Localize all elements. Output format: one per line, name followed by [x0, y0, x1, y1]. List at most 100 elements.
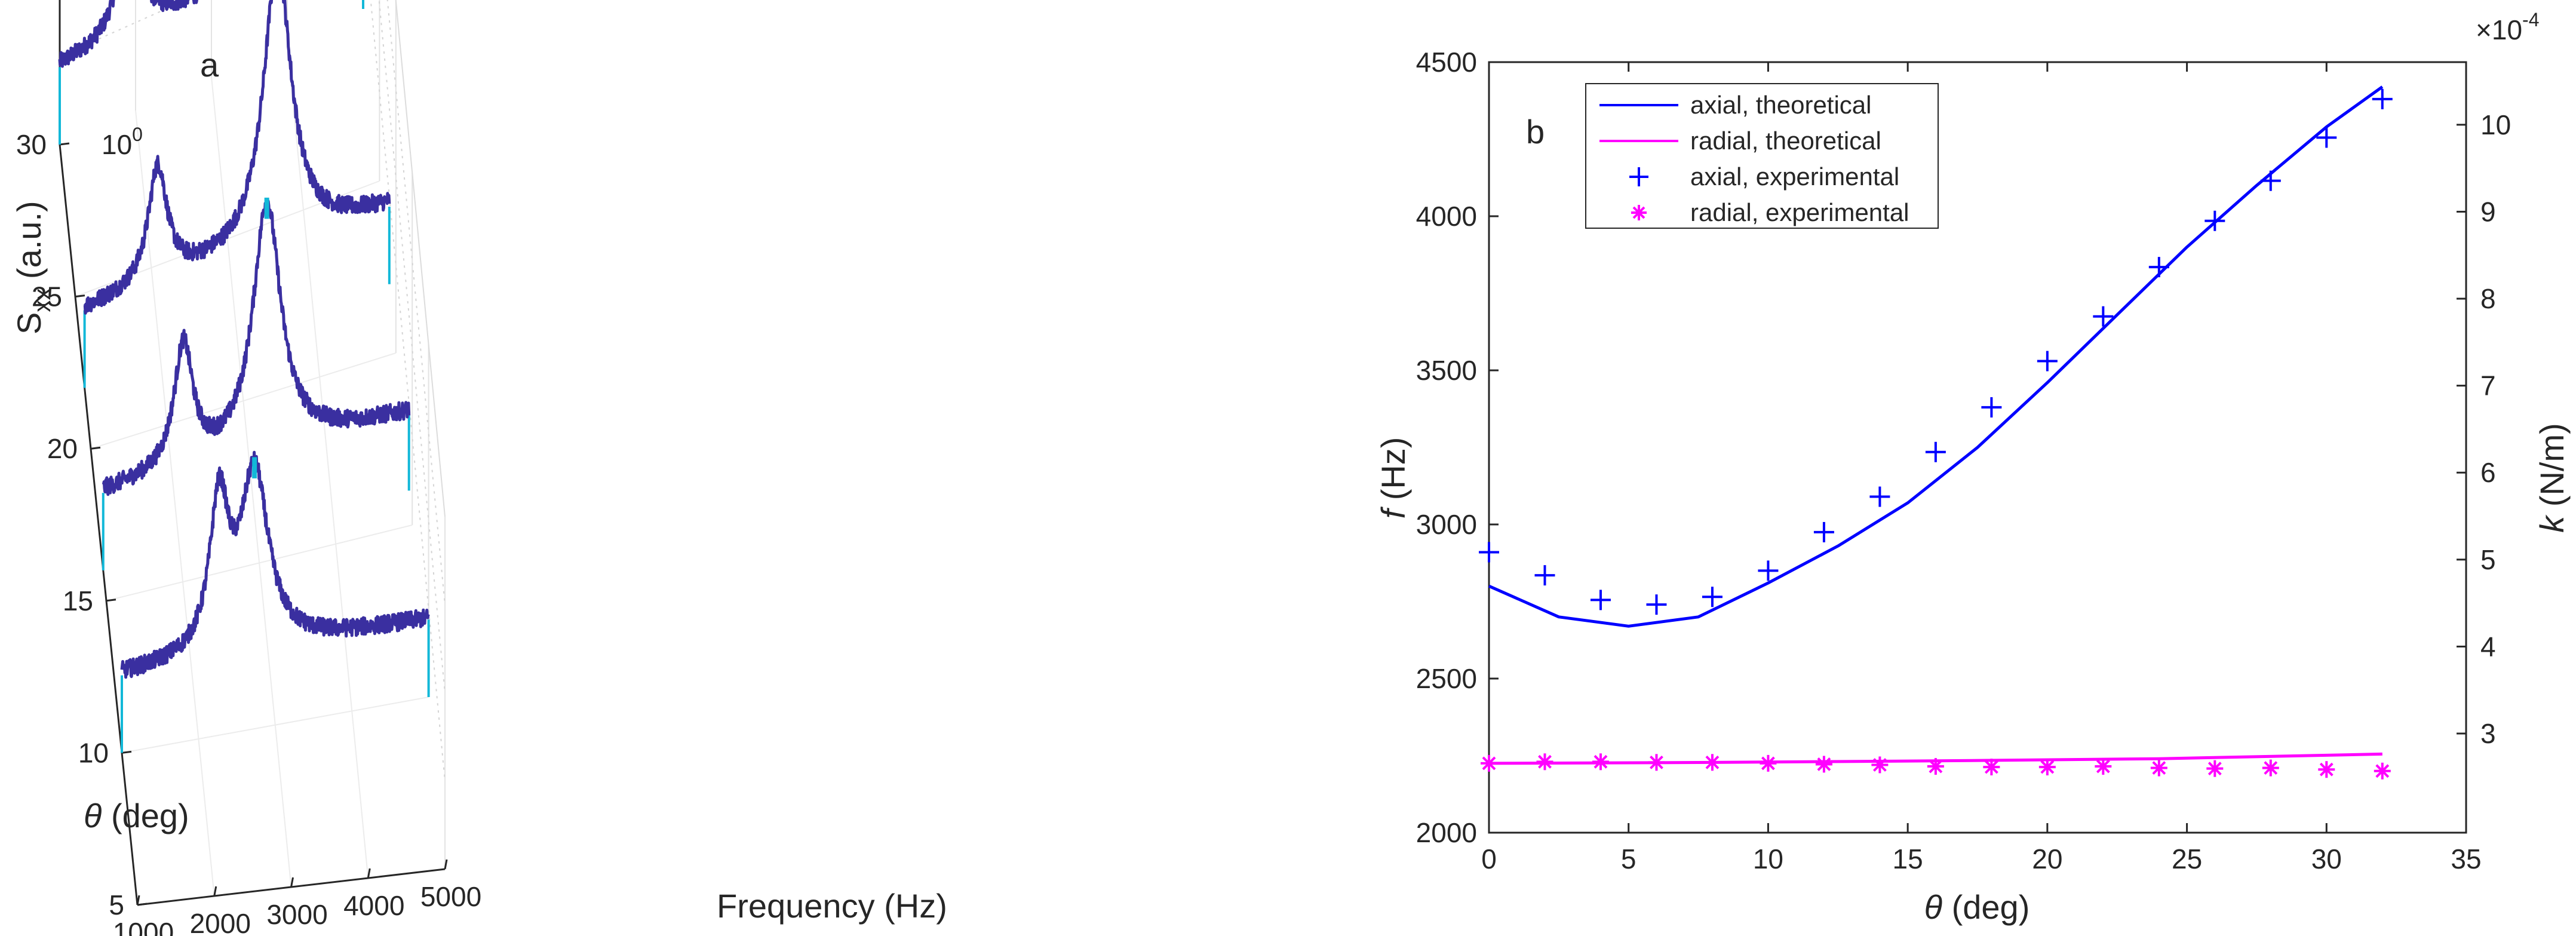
point-radial-experimental — [1592, 753, 1609, 771]
panel-a-x-tick-labels: 1000 2000 3000 4000 5000 — [113, 881, 481, 936]
point-radial-experimental — [1927, 758, 1944, 775]
panel-b-series — [1479, 85, 2393, 780]
panel-b-y-label: f (Hz) — [1374, 437, 1412, 519]
y-tick — [137, 903, 148, 906]
point-radial-experimental — [1760, 754, 1777, 772]
legend-swatch-axial-experimental — [1629, 167, 1648, 186]
x-tick-label: 3000 — [266, 899, 327, 930]
y-tick — [121, 750, 132, 754]
point-radial-experimental — [2095, 758, 2112, 775]
x-tick — [290, 877, 294, 888]
marker-stroke — [2040, 760, 2055, 774]
marker-stroke — [1929, 759, 1943, 774]
panel-a-z-tick-label: 100 — [102, 124, 143, 160]
panel-a-spectra — [58, 0, 430, 753]
x-tick-label: 5000 — [420, 881, 481, 912]
z-gridline-dotted — [59, 0, 446, 781]
point-radial-experimental — [1536, 753, 1553, 771]
point-radial-experimental — [2150, 759, 2167, 777]
y-tick-label: 3500 — [1416, 355, 1477, 386]
marker-stroke — [1872, 758, 1887, 772]
x-tick-label: 1000 — [113, 917, 174, 936]
y-tick — [75, 294, 85, 298]
legend-swatch-radial-experimental — [1631, 205, 1647, 220]
marker-stroke — [1594, 754, 1608, 769]
point-radial-experimental — [2374, 762, 2391, 780]
point-axial-experimental — [2148, 257, 2169, 278]
legend-entry-axial-experimental: axial, experimental — [1690, 162, 1899, 191]
marker-stroke — [2207, 762, 2222, 776]
y-tick — [90, 446, 101, 450]
legend-entry-radial-theoretical: radial, theoretical — [1690, 127, 1881, 155]
y2-tick-label: 9 — [2480, 196, 2496, 227]
series-line-axial-theoretical — [1488, 85, 2384, 628]
legend-entry-radial-experimental: radial, experimental — [1690, 198, 1909, 226]
marker-stroke — [2096, 759, 2110, 774]
y2-tick-label: 5 — [2480, 544, 2496, 575]
x-tick-label: 10 — [1753, 843, 1783, 874]
point-radial-experimental — [1983, 759, 2000, 776]
y2-tick-label: 6 — [2480, 457, 2496, 488]
y-tick-label: 5 — [109, 889, 124, 920]
point-axial-experimental — [1869, 486, 1890, 507]
panel-b-legend: axial, theoretical radial, theoretical a… — [1585, 83, 1939, 229]
point-axial-experimental — [2093, 306, 2114, 327]
x-tick-label: 5 — [1621, 843, 1637, 874]
y-tick-label: 4000 — [1416, 201, 1477, 232]
marker-stroke — [2375, 764, 2390, 778]
y-tick — [106, 599, 116, 602]
point-radial-experimental — [1815, 756, 1832, 773]
x-tick-label: 4000 — [343, 890, 404, 921]
theta-axis — [59, 144, 139, 906]
x-tick-label: 0 — [1481, 843, 1497, 874]
point-axial-experimental — [1479, 542, 1499, 563]
point-axial-experimental — [1813, 521, 1834, 542]
point-axial-experimental — [2260, 170, 2281, 191]
y-tick-label: 4500 — [1416, 47, 1477, 78]
point-radial-experimental — [2206, 760, 2224, 777]
panel-a-x-label: Frequency (Hz) — [717, 887, 947, 925]
x-tick — [213, 886, 217, 897]
marker-stroke — [1984, 760, 1998, 774]
y-tick-label: 20 — [47, 433, 78, 464]
point-axial-experimental — [1590, 590, 1611, 610]
y-tick-label: 30 — [16, 129, 47, 160]
marker-stroke — [2264, 761, 2278, 775]
floor-gridline-frequency — [135, 111, 215, 897]
panel-b-y2-label: k (N/m) — [2533, 423, 2571, 533]
panel-b: 0 5 10 15 20 25 30 35 200025003000350040004500 … — [1374, 9, 2571, 926]
point-axial-experimental — [2372, 88, 2393, 109]
panel-a-z-label: Sxx (a.u.) — [10, 201, 56, 334]
point-axial-experimental — [2037, 351, 2058, 372]
y-tick-label: 10 — [78, 737, 109, 768]
panel-b-label: b — [1526, 113, 1545, 151]
spectrum-line — [102, 199, 411, 496]
point-radial-experimental — [1481, 754, 1497, 772]
point-axial-experimental — [2316, 127, 2337, 148]
floor-gridline-frequency — [211, 76, 292, 888]
marker-stroke — [1705, 755, 1720, 769]
y-tick — [59, 142, 70, 146]
spectrum-line — [120, 450, 430, 679]
panel-a-y-tick-labels: 5 10 15 20 25 30 — [16, 129, 124, 920]
panel-b-y2-tick-labels: 3 4 5 6 7 8 9 10 — [2480, 109, 2511, 749]
y2-tick-label: 3 — [2480, 718, 2496, 749]
panel-b-x-tick-labels: 0 5 10 15 20 25 30 35 — [1481, 843, 2481, 874]
legend-box — [1585, 83, 1939, 229]
z-gridline-top — [395, 0, 446, 517]
x-tick-label: 25 — [2172, 843, 2202, 874]
panel-a-y-label: θ (deg) — [84, 797, 189, 834]
x-tick-label: 35 — [2451, 843, 2481, 874]
x-tick-label: 20 — [2032, 843, 2062, 874]
marker-stroke — [1482, 756, 1496, 771]
y2-tick-label: 8 — [2480, 283, 2496, 314]
x-tick — [136, 895, 140, 906]
panel-b-x-label: θ (deg) — [1924, 888, 2030, 926]
x-tick-label: 2000 — [190, 908, 251, 936]
x-tick-label: 15 — [1893, 843, 1923, 874]
panel-b-y-tick-labels: 2000 2500 3000 3500 4000 4500 — [1416, 47, 1477, 848]
marker-stroke — [1817, 757, 1831, 771]
point-axial-experimental — [2205, 210, 2225, 231]
marker-stroke — [1761, 756, 1775, 771]
